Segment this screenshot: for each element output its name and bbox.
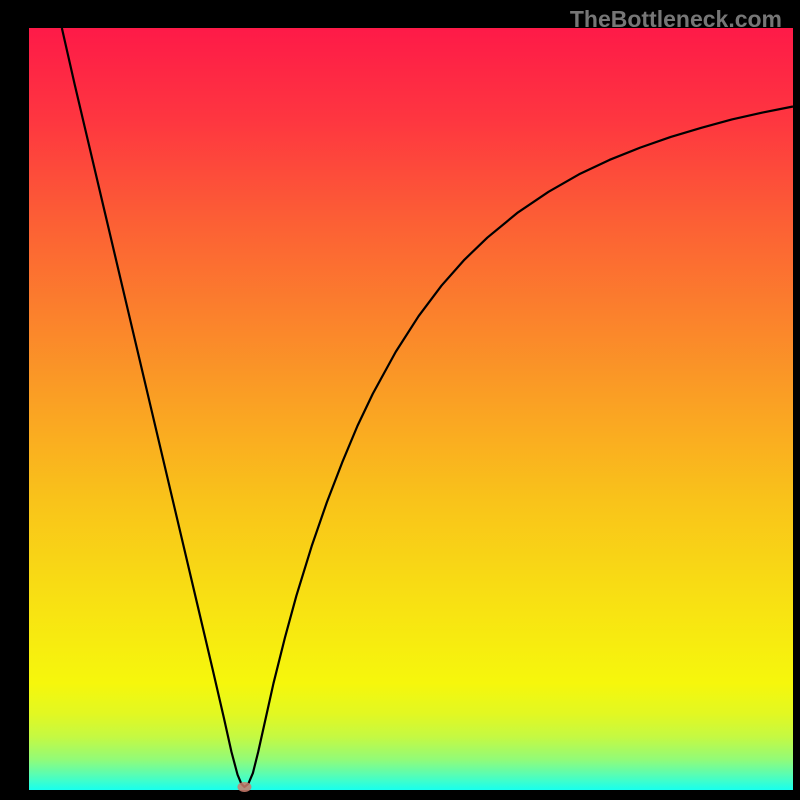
watermark-text: TheBottleneck.com bbox=[570, 6, 782, 33]
chart-background bbox=[29, 28, 793, 790]
minimum-marker bbox=[237, 782, 251, 792]
chart-container bbox=[0, 0, 800, 800]
chart-svg bbox=[0, 0, 800, 800]
